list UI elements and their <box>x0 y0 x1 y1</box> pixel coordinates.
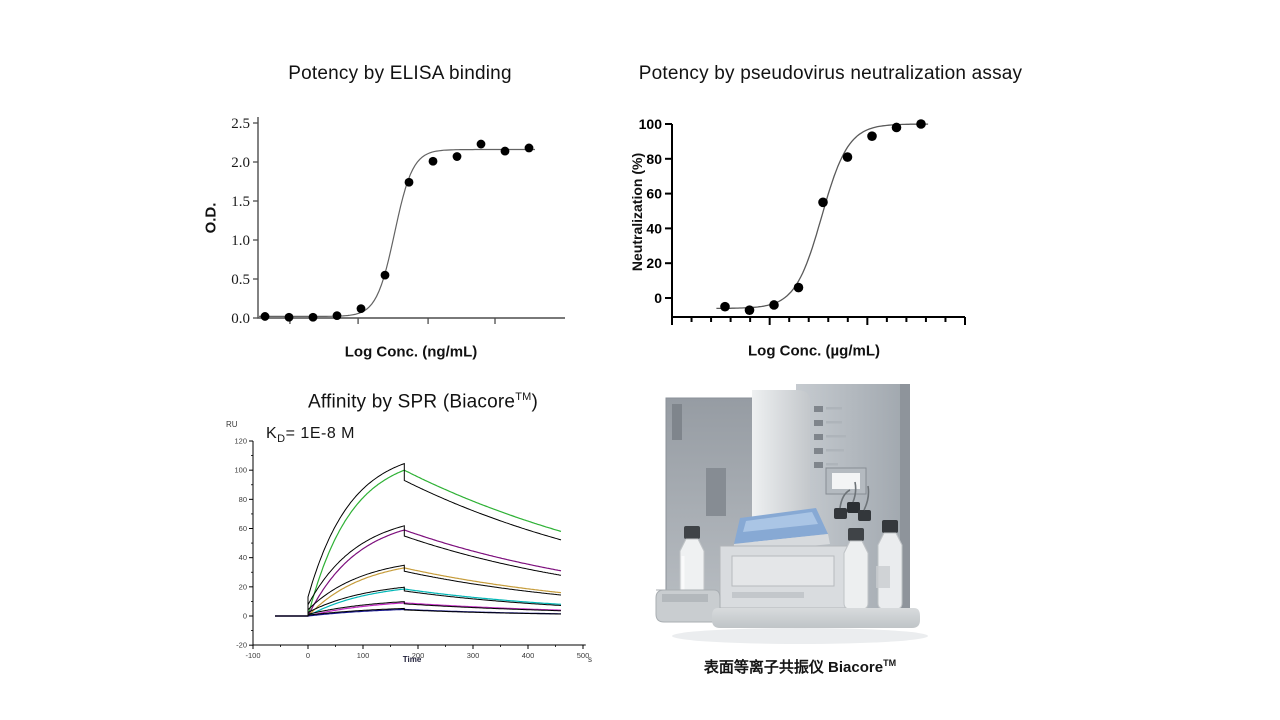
elisa-data-point <box>332 311 342 321</box>
instrument-blue-lid-sheen <box>743 512 818 532</box>
elisa-data-point <box>452 152 462 161</box>
spr-chart: -20 0 20 40 60 80 100 120 -100 0 100 200 300 400 500 <box>234 437 590 660</box>
spr-fit-conc-3 <box>275 564 562 617</box>
neut-ytick-label: 60 <box>646 186 662 202</box>
instrument-drip-tray-inner <box>662 594 708 602</box>
neut-ytick-label: 80 <box>646 151 662 167</box>
neutralization-title: Potency by pseudovirus neutralization as… <box>638 63 1023 84</box>
instrument-base <box>712 608 920 628</box>
neut-data-point <box>867 131 877 141</box>
spr-xtick-label: 300 <box>467 651 480 660</box>
spr-title-text: Affinity by SPR (Biacore <box>307 391 516 413</box>
spr-fit-conc-5 <box>275 601 562 617</box>
spr-fit-conc-6 <box>275 607 561 617</box>
spr-kd-value: = 1E-8 M <box>285 425 355 442</box>
neutralization-xlabel: Log Conc. (µg/mL) <box>748 342 880 360</box>
elisa-data-point <box>500 146 510 156</box>
spr-ytick-label: 100 <box>234 466 247 475</box>
spr-ru-unit: RU <box>226 420 238 429</box>
spr-kd-k: K <box>266 425 278 442</box>
elisa-ytick-label: 0.0 <box>231 311 250 327</box>
spr-xtick-label: 0 <box>306 651 310 660</box>
elisa-ytick-label: 2.5 <box>231 116 250 132</box>
elisa-axes <box>257 117 565 319</box>
spr-fit-conc-4 <box>275 586 562 617</box>
elisa-title: Potency by ELISA binding <box>288 63 512 84</box>
spr-series-conc-2 <box>275 529 562 617</box>
spr-xtick-label: 500 <box>577 651 590 660</box>
spr-title-close: ) <box>531 391 539 413</box>
instrument-tube-manifold <box>834 481 871 521</box>
elisa-data-point <box>404 177 414 187</box>
spr-xtick-label: 400 <box>522 651 535 660</box>
elisa-data-point <box>308 312 318 322</box>
instrument-drawer <box>731 555 835 587</box>
spr-kd-annotation: KD= 1E-8 M <box>266 425 355 445</box>
elisa-ytick-label: 0.5 <box>231 272 250 288</box>
spr-seconds-unit: s <box>588 655 592 664</box>
neut-ytick-label: 40 <box>646 220 662 236</box>
elisa-ytick-label: 1.5 <box>231 194 250 210</box>
spr-series-conc-1 <box>275 469 562 617</box>
spr-ytick-label: -20 <box>236 641 247 650</box>
spr-ytick-label: 60 <box>239 524 247 533</box>
elisa-fit-curve <box>259 148 535 317</box>
elisa-data-point <box>260 312 270 321</box>
instrument-drawer-handle <box>732 592 804 598</box>
elisa-ytick-label: 2.0 <box>231 155 250 171</box>
spr-xtick-label: -100 <box>245 651 260 660</box>
instrument-right-edge <box>900 384 910 624</box>
spr-axes <box>252 441 586 646</box>
instrument-indicator-buttons <box>814 406 846 468</box>
neut-data-point <box>720 301 730 312</box>
spr-kd-sub: D <box>277 433 286 446</box>
spr-xtick-label: 100 <box>357 651 370 660</box>
spr-series-conc-3 <box>275 567 562 617</box>
neut-fit-curve <box>716 123 929 310</box>
spr-ytick-label: 40 <box>239 553 247 562</box>
elisa-data-point <box>476 139 486 149</box>
spr-ytick-label: 80 <box>239 495 247 504</box>
spr-series-conc-4 <box>275 588 562 617</box>
instrument-caption: 表面等离子共振仪 BiacoreTM <box>640 656 960 677</box>
elisa-data-point <box>380 270 390 280</box>
neut-data-point <box>916 119 926 129</box>
elisa-chart: 0.0 0.5 1.0 1.5 2.0 2.5 <box>231 116 565 327</box>
neut-ytick-label: 20 <box>646 255 662 271</box>
elisa-data-point <box>524 143 534 153</box>
neut-data-point <box>793 282 804 293</box>
spr-xtick-label: 200 <box>412 651 425 660</box>
instrument-door-recess <box>706 468 726 516</box>
spr-fit-conc-1 <box>275 462 562 617</box>
biacore-instrument-photo <box>655 384 928 644</box>
neutralization-chart: 0 20 40 60 80 100 <box>639 116 966 325</box>
spr-ytick-label: 120 <box>234 437 247 446</box>
spr-ytick-label: 0 <box>243 612 247 621</box>
elisa-xlabel: Log Conc. (ng/mL) <box>344 343 478 361</box>
neut-data-point <box>744 305 755 315</box>
instrument-caption-tm: TM <box>883 658 897 668</box>
elisa-data-point <box>428 156 438 166</box>
spr-ytick-label: 20 <box>239 582 247 591</box>
neut-data-point <box>769 300 779 310</box>
spr-series-conc-5 <box>275 602 562 617</box>
neut-ytick-label: 100 <box>639 116 663 132</box>
spr-time-label: Time <box>402 655 422 664</box>
spr-title-tm: TM <box>515 391 532 403</box>
neut-data-point <box>842 152 853 162</box>
spr-fit-conc-2 <box>275 525 562 617</box>
instrument-door-label <box>672 404 682 440</box>
neut-ytick-label: 0 <box>654 290 662 306</box>
neut-data-point <box>818 197 828 208</box>
instrument-shadow <box>672 628 928 644</box>
elisa-data-point <box>284 312 294 322</box>
neut-data-point <box>891 122 902 133</box>
spr-title: Affinity by SPR (BiacoreTM) <box>225 391 621 413</box>
neut-axes <box>671 124 965 318</box>
elisa-ytick-label: 1.0 <box>231 233 250 249</box>
instrument-display-screen <box>832 473 860 489</box>
elisa-data-point <box>356 304 366 314</box>
instrument-caption-text: 表面等离子共振仪 Biacore <box>703 659 884 676</box>
